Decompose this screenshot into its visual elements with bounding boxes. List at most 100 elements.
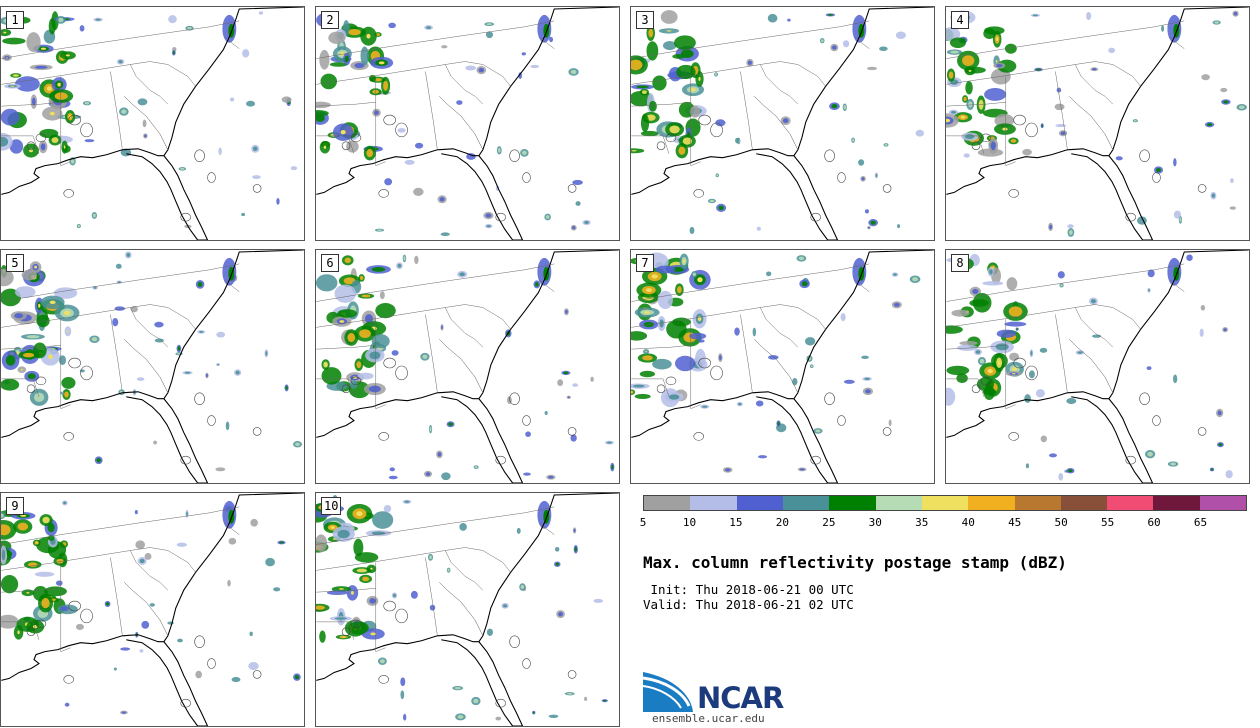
reflectivity-core (636, 85, 649, 89)
state-border (444, 550, 484, 591)
reflectivity-core (371, 531, 386, 535)
reflectivity-core (63, 501, 67, 505)
reflectivity-cell (639, 370, 656, 378)
reflectivity-core (344, 257, 351, 264)
state-border (854, 36, 870, 49)
reflectivity-core (51, 137, 59, 144)
reflectivity-cell (895, 31, 906, 40)
lake-outline (194, 392, 205, 405)
state-border (740, 314, 753, 392)
lake-outline (180, 212, 191, 222)
reflectivity-cell (646, 41, 659, 61)
reflectivity-cell (843, 379, 855, 384)
reflectivity-core (67, 330, 69, 333)
state-border (946, 135, 985, 154)
reflectivity-core (84, 102, 90, 105)
panel-number: 4 (951, 11, 969, 29)
state-border (631, 135, 670, 154)
reflectivity-cell (1225, 470, 1233, 479)
reflectivity-core (397, 263, 402, 268)
reflectivity-cell (1201, 74, 1210, 81)
reflectivity-core (852, 138, 855, 142)
reflectivity-core (1179, 217, 1182, 222)
reflectivity-core (34, 65, 48, 69)
state-border (1, 304, 151, 328)
reflectivity-core (690, 88, 696, 92)
reflectivity-cell (134, 509, 138, 515)
state-border (631, 61, 781, 85)
reflectivity-core (912, 277, 918, 282)
florida-coastline (441, 396, 524, 483)
lake-outline (971, 141, 981, 151)
lake-outline (341, 141, 351, 151)
init-time: Init: Thu 2018-06-21 00 UTC (643, 582, 854, 597)
reflectivity-cell (39, 128, 59, 139)
reflectivity-core (339, 320, 345, 323)
reflectivity-cell (404, 159, 415, 165)
reflectivity-cell (137, 98, 148, 106)
reflectivity-cell (242, 49, 250, 58)
state-border (539, 36, 555, 49)
colorbar-segment-7 (968, 496, 1015, 510)
reflectivity-core (678, 146, 686, 155)
lake-outline (1152, 415, 1161, 426)
lake-outline (63, 675, 74, 684)
reflectivity-cell (657, 290, 673, 310)
reflectivity-cell (334, 284, 357, 303)
reflectivity-cell (946, 365, 970, 376)
reflectivity-core (366, 33, 371, 39)
reflectivity-core (96, 458, 101, 463)
colorbar-tick-label: 60 (1147, 516, 1161, 529)
reflectivity-core (535, 282, 539, 287)
reflectivity-cell (674, 355, 696, 372)
reflectivity-cell (996, 329, 1016, 338)
reflectivity-core (972, 288, 979, 295)
reflectivity-cell (957, 344, 978, 351)
reflectivity-cell (113, 667, 117, 671)
reflectivity-cell (640, 114, 650, 133)
lake-outline (1025, 365, 1038, 381)
reflectivity-core (867, 226, 870, 229)
state-border (946, 20, 1185, 59)
reflectivity-cell (689, 226, 695, 235)
lake-outline (395, 365, 408, 381)
reflectivity-core (603, 699, 607, 702)
lake-outline (509, 392, 520, 405)
reflectivity-core (894, 302, 900, 307)
state-border (1, 101, 61, 107)
lake-outline (1025, 122, 1038, 138)
reflectivity-cell (766, 271, 772, 277)
panel-number: 5 (6, 254, 24, 272)
reflectivity-core (1133, 119, 1137, 122)
reflectivity-core (118, 60, 123, 64)
state-border (759, 307, 799, 348)
map-10 (316, 493, 619, 726)
reflectivity-core (371, 267, 386, 272)
colorbar-segment-3 (782, 496, 830, 510)
state-border (759, 64, 799, 105)
reflectivity-core (14, 313, 24, 319)
lake-outline (509, 149, 520, 162)
reflectivity-cell (34, 571, 55, 577)
reflectivity-core (139, 558, 145, 564)
lake-outline (567, 670, 577, 679)
reflectivity-core (566, 692, 573, 695)
reflectivity-core (948, 71, 954, 79)
state-border (110, 71, 123, 149)
reflectivity-cell (142, 119, 147, 128)
reflectivity-cell (672, 317, 691, 327)
reflectivity-core (725, 468, 731, 472)
reflectivity-core (1010, 139, 1017, 143)
reflectivity-core (26, 591, 30, 594)
reflectivity-core (356, 361, 362, 369)
state-border (439, 339, 484, 393)
state-border (1069, 339, 1114, 393)
reflectivity-core (950, 110, 957, 114)
state-border (854, 279, 870, 292)
lake-outline (63, 432, 74, 441)
reflectivity-core (798, 256, 805, 261)
reflectivity-cell (946, 387, 956, 406)
reflectivity-core (486, 224, 491, 228)
state-border (1169, 36, 1185, 49)
colorbar-segment-1 (690, 496, 737, 510)
